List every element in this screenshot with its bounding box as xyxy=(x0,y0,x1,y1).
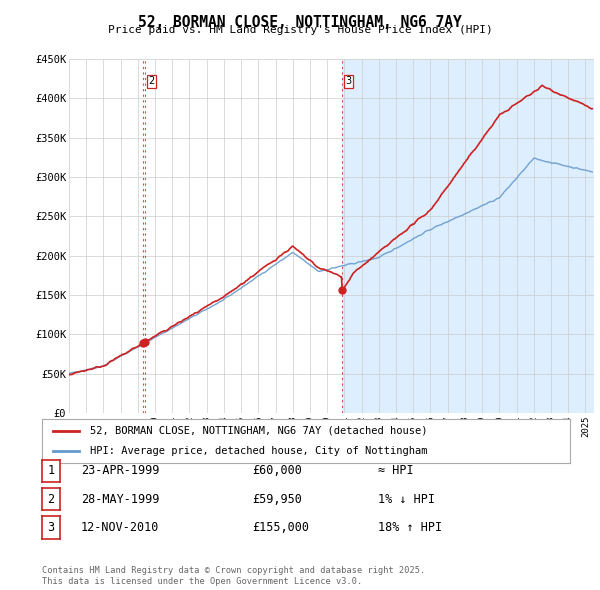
Text: 52, BORMAN CLOSE, NOTTINGHAM, NG6 7AY (detached house): 52, BORMAN CLOSE, NOTTINGHAM, NG6 7AY (d… xyxy=(89,426,427,436)
Text: 52, BORMAN CLOSE, NOTTINGHAM, NG6 7AY: 52, BORMAN CLOSE, NOTTINGHAM, NG6 7AY xyxy=(138,15,462,30)
Text: 1: 1 xyxy=(47,464,55,477)
Text: 2: 2 xyxy=(148,76,155,86)
Text: This data is licensed under the Open Government Licence v3.0.: This data is licensed under the Open Gov… xyxy=(42,577,362,586)
Text: 18% ↑ HPI: 18% ↑ HPI xyxy=(378,521,442,534)
Text: 1% ↓ HPI: 1% ↓ HPI xyxy=(378,493,435,506)
Text: £60,000: £60,000 xyxy=(252,464,302,477)
Text: £155,000: £155,000 xyxy=(252,521,309,534)
Text: Contains HM Land Registry data © Crown copyright and database right 2025.: Contains HM Land Registry data © Crown c… xyxy=(42,566,425,575)
Text: 28-MAY-1999: 28-MAY-1999 xyxy=(81,493,160,506)
Bar xyxy=(342,59,594,413)
Text: 3: 3 xyxy=(47,521,55,534)
Text: ≈ HPI: ≈ HPI xyxy=(378,464,413,477)
Text: £59,950: £59,950 xyxy=(252,493,302,506)
Text: 12-NOV-2010: 12-NOV-2010 xyxy=(81,521,160,534)
Text: HPI: Average price, detached house, City of Nottingham: HPI: Average price, detached house, City… xyxy=(89,446,427,456)
Text: 23-APR-1999: 23-APR-1999 xyxy=(81,464,160,477)
Text: 2: 2 xyxy=(47,493,55,506)
Text: 3: 3 xyxy=(346,76,352,86)
Text: Price paid vs. HM Land Registry's House Price Index (HPI): Price paid vs. HM Land Registry's House … xyxy=(107,25,493,35)
